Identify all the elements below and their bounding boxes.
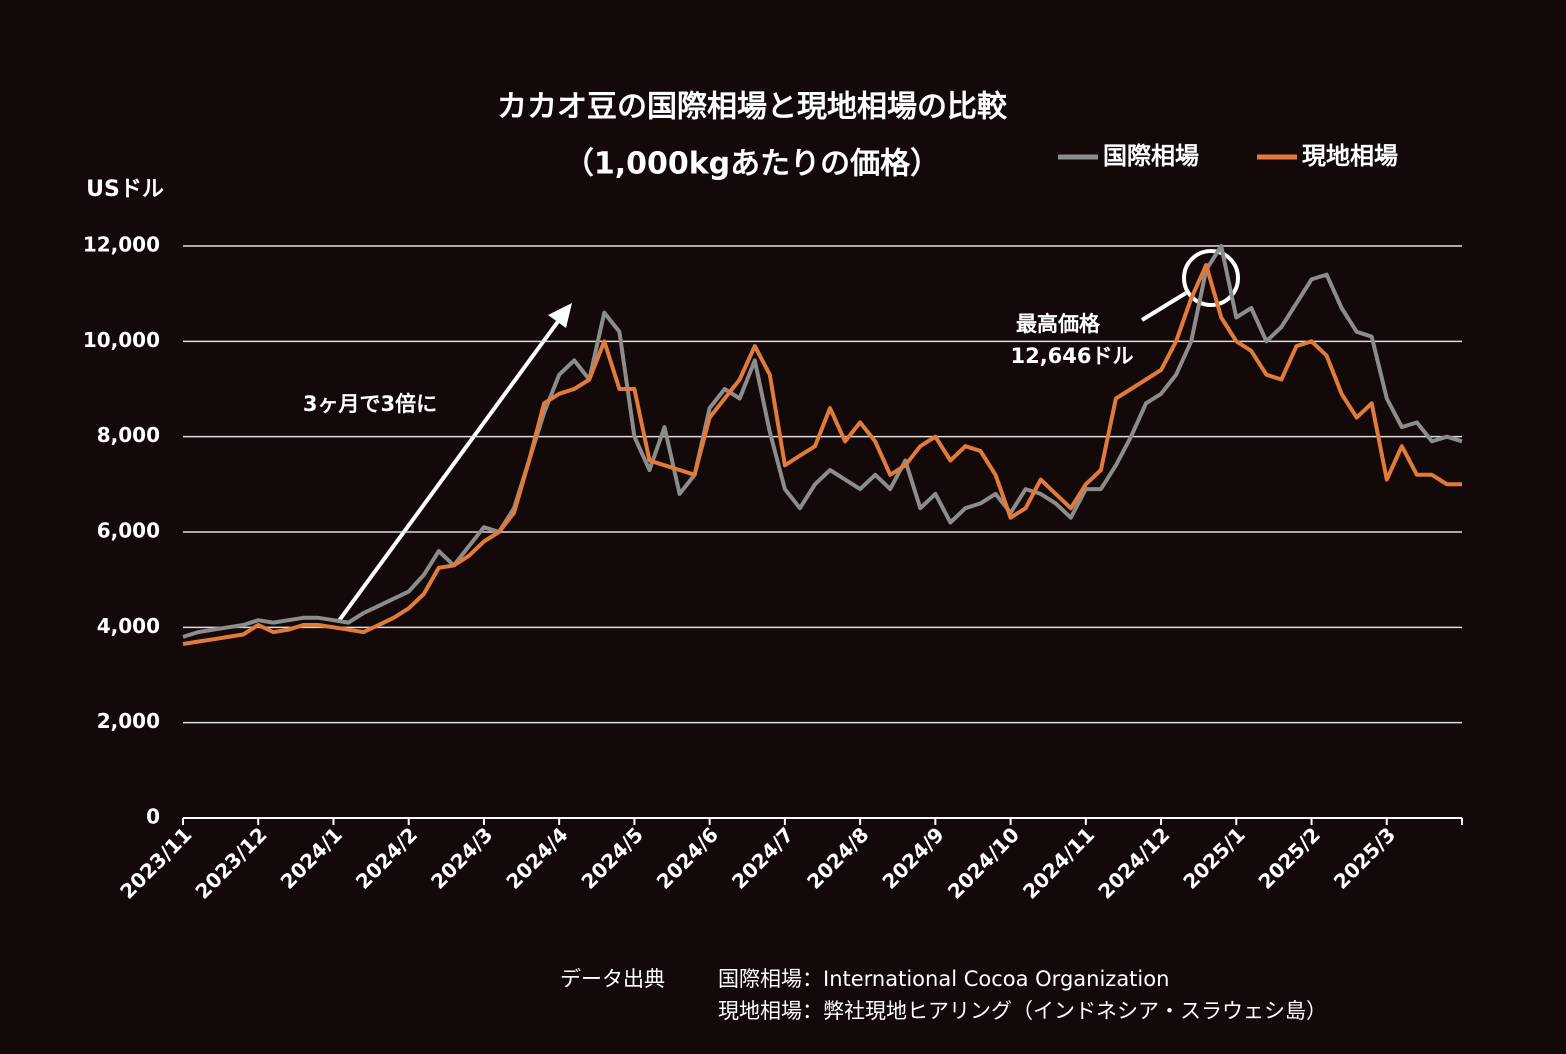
- y-tick-label: 4,000: [97, 614, 160, 638]
- y-axis-label: USドル: [86, 177, 164, 202]
- y-tick-label: 8,000: [97, 423, 160, 447]
- arrow-head: [548, 303, 572, 328]
- legend-label: 国際相場: [1103, 142, 1199, 170]
- y-tick-label: 2,000: [97, 709, 160, 733]
- annotation: 12,646ドル: [1010, 344, 1133, 368]
- annotation: 最高価格: [1016, 312, 1101, 336]
- series-line: [182, 244, 1463, 639]
- y-tick-label: 12,000: [83, 233, 160, 257]
- source-label: データ出典: [560, 967, 665, 991]
- y-tick-label: 10,000: [83, 328, 160, 352]
- chart-title: カカオ豆の国際相場と現地相場の比較: [497, 90, 1008, 125]
- annotation: 3ヶ月で3倍に: [303, 392, 437, 416]
- series-line: [182, 263, 1462, 646]
- y-tick-label: 0: [146, 805, 160, 829]
- source-line: 現地相場：弊社現地ヒアリング（インドネシア・スラウェシ島）: [718, 999, 1327, 1023]
- chart-subtitle: （1,000kgあたりの価格）: [564, 147, 940, 182]
- peak-pointer: [1140, 291, 1188, 322]
- peak-circle: [1182, 249, 1240, 307]
- y-tick-label: 6,000: [97, 519, 160, 543]
- legend-label: 現地相場: [1302, 142, 1398, 170]
- arrow: [336, 314, 564, 624]
- source-line: 国際相場：International Cocoa Organization: [718, 967, 1169, 991]
